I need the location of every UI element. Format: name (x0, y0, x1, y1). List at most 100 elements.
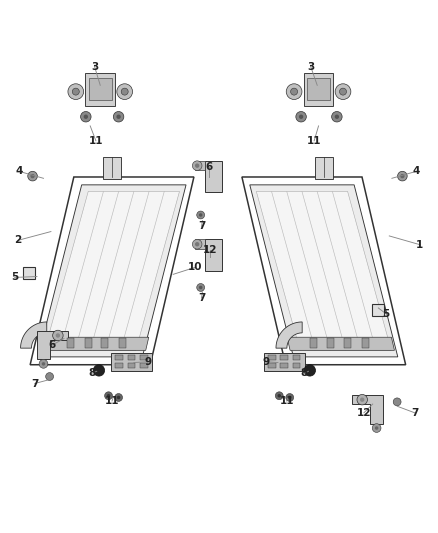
Text: 7: 7 (31, 378, 39, 389)
Circle shape (107, 394, 110, 398)
Polygon shape (21, 322, 47, 348)
Circle shape (72, 88, 79, 95)
Polygon shape (256, 191, 391, 350)
Bar (103, 157, 121, 179)
Bar (307, 78, 330, 100)
Polygon shape (37, 331, 68, 359)
Bar (85, 338, 92, 348)
Polygon shape (287, 337, 395, 350)
Circle shape (56, 333, 60, 338)
Text: 4: 4 (413, 166, 420, 176)
Bar (344, 338, 351, 348)
Circle shape (117, 115, 121, 119)
Polygon shape (45, 191, 180, 350)
Circle shape (46, 373, 53, 381)
Bar (264, 352, 305, 371)
Text: 12: 12 (357, 408, 371, 418)
Bar (362, 338, 369, 348)
Circle shape (400, 174, 405, 179)
Circle shape (339, 88, 346, 95)
Bar (89, 78, 112, 100)
Text: 2: 2 (14, 235, 22, 245)
Bar (280, 363, 288, 368)
Circle shape (372, 424, 381, 432)
Bar (304, 73, 333, 106)
Polygon shape (41, 337, 149, 350)
Circle shape (290, 88, 297, 95)
Text: 6: 6 (49, 340, 56, 350)
Circle shape (39, 359, 48, 368)
Bar (115, 363, 123, 368)
Circle shape (68, 84, 84, 100)
Text: 3: 3 (91, 61, 98, 71)
Circle shape (42, 362, 45, 366)
Polygon shape (250, 185, 398, 357)
Text: 5: 5 (11, 272, 18, 282)
Bar (293, 355, 300, 360)
Text: 11: 11 (307, 136, 321, 146)
Circle shape (335, 115, 339, 119)
Text: 3: 3 (307, 61, 314, 71)
Bar (315, 157, 332, 179)
Circle shape (53, 330, 63, 341)
Polygon shape (352, 395, 383, 424)
Circle shape (304, 365, 315, 376)
Bar (195, 239, 205, 249)
Bar (205, 239, 222, 271)
Circle shape (117, 84, 133, 100)
Bar (293, 363, 300, 368)
Circle shape (115, 393, 123, 401)
Text: 12: 12 (203, 245, 218, 255)
Text: 4: 4 (15, 166, 23, 176)
Circle shape (335, 84, 351, 100)
Bar (268, 363, 276, 368)
Circle shape (276, 392, 283, 400)
Circle shape (81, 111, 91, 122)
Text: 1: 1 (416, 240, 424, 249)
Text: 9: 9 (145, 357, 152, 367)
Bar (195, 161, 205, 171)
Text: 11: 11 (88, 136, 103, 146)
Circle shape (375, 426, 378, 430)
Circle shape (192, 161, 202, 171)
Bar (119, 338, 126, 348)
Circle shape (199, 213, 202, 217)
Circle shape (197, 284, 205, 292)
Circle shape (278, 394, 281, 398)
Circle shape (195, 164, 199, 168)
Circle shape (286, 393, 293, 401)
Circle shape (105, 392, 113, 400)
Bar (102, 338, 109, 348)
Circle shape (84, 115, 88, 119)
Circle shape (286, 84, 302, 100)
Text: 9: 9 (263, 357, 270, 367)
Circle shape (332, 111, 342, 122)
Circle shape (93, 365, 105, 376)
Bar (23, 267, 35, 279)
Text: 6: 6 (206, 162, 213, 172)
Bar (205, 161, 222, 192)
Text: 8: 8 (300, 368, 308, 378)
Bar (140, 363, 148, 368)
Circle shape (393, 398, 401, 406)
Circle shape (28, 171, 37, 181)
Bar (372, 304, 385, 316)
Circle shape (360, 398, 364, 402)
Circle shape (113, 111, 124, 122)
Bar (268, 355, 276, 360)
Circle shape (288, 395, 291, 399)
Circle shape (299, 115, 303, 119)
Bar (85, 73, 115, 106)
Bar (67, 338, 74, 348)
Circle shape (192, 239, 202, 249)
Circle shape (197, 211, 205, 219)
Circle shape (195, 242, 199, 246)
Text: 7: 7 (198, 293, 205, 303)
Text: 8: 8 (88, 368, 95, 378)
Bar (127, 355, 135, 360)
Text: 11: 11 (279, 396, 294, 406)
Text: 5: 5 (382, 309, 389, 319)
Text: 7: 7 (198, 221, 205, 231)
Bar (280, 355, 288, 360)
Bar (310, 338, 317, 348)
